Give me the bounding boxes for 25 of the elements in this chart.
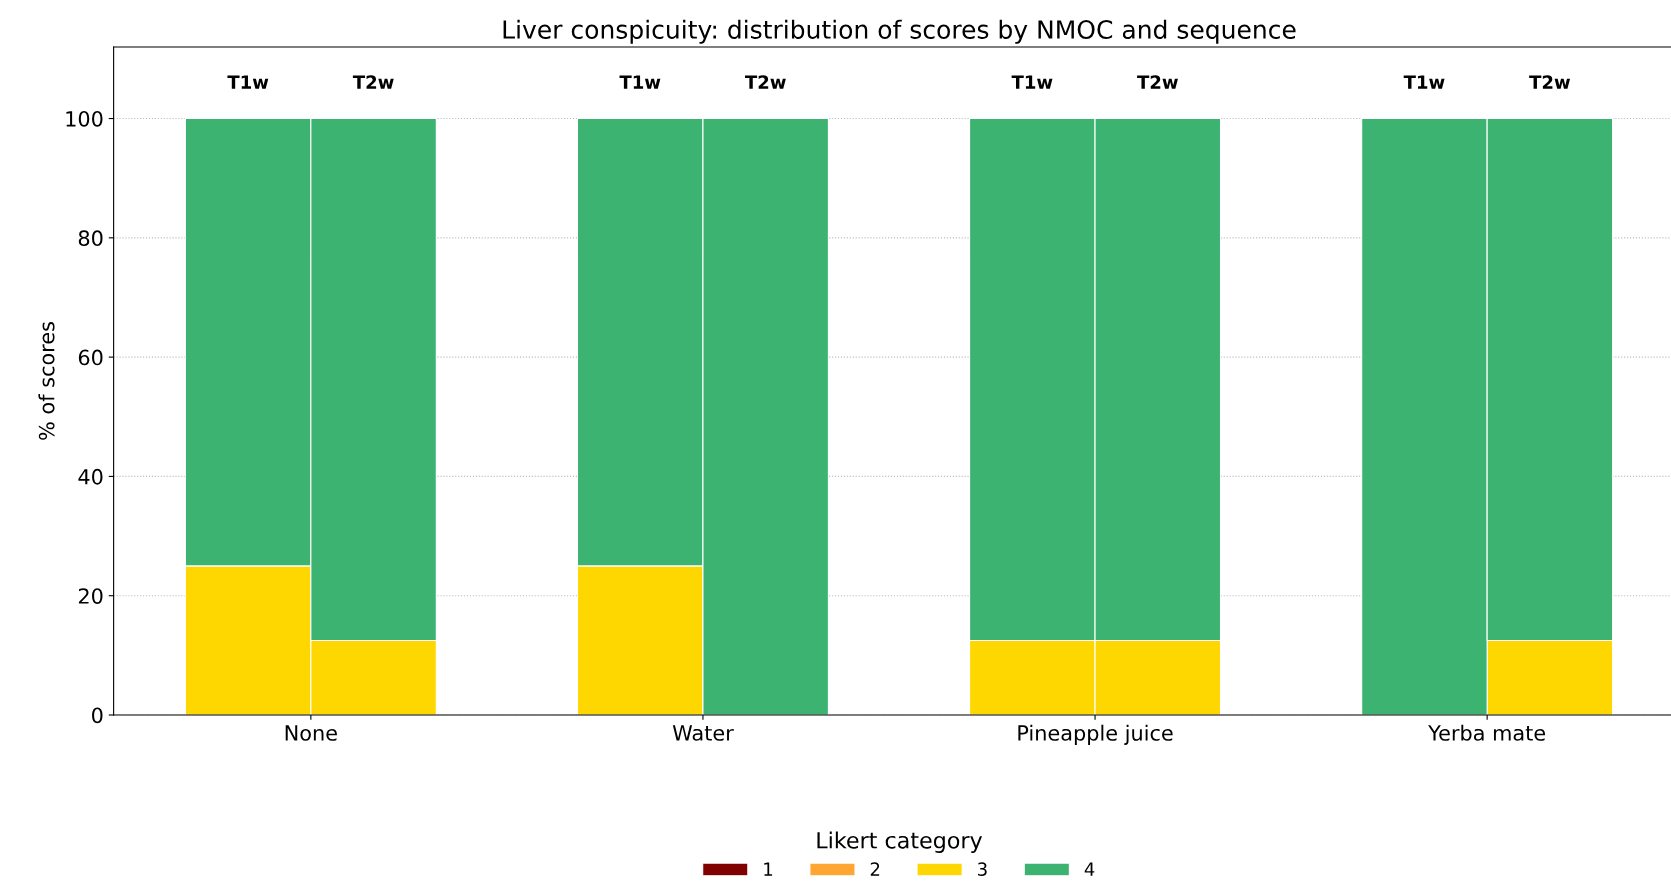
x-tick-label: T1w [1011, 75, 1053, 89]
x-tick-label: T2w [352, 75, 394, 89]
text: Pineapple juice [1018, 724, 1173, 745]
y-tick-label: 80 [78, 230, 103, 247]
chart-title: Liver conspicuity: distribution of scores by NMOC and sequence [503, 19, 1296, 44]
x-tick-label: T1w [227, 75, 269, 89]
legend-label: 4 [1084, 862, 1095, 876]
legend-title: Likert category [817, 831, 983, 853]
text: None [285, 725, 337, 741]
x-tick-label: T2w [744, 75, 786, 89]
x-tick-label: T2w [1137, 75, 1178, 89]
legend-label: 1 [764, 862, 773, 876]
y-axis-title: % of scores [38, 322, 55, 440]
legend-label: 3 [978, 862, 987, 876]
x-tick-label: T1w [1403, 75, 1445, 89]
x-tick-label: T1w [619, 75, 661, 89]
legend-label: 2 [870, 862, 880, 876]
y-tick-label: 20 [78, 588, 103, 604]
text: Water [672, 725, 734, 741]
y-tick-label: 60 [78, 349, 103, 366]
y-tick-label: 0 [92, 707, 103, 724]
y-tick-label: 40 [78, 468, 103, 485]
text: Yerba mate [1428, 724, 1546, 741]
y-tick-label: 100 [66, 110, 103, 127]
x-tick-label: T2w [1529, 75, 1571, 89]
